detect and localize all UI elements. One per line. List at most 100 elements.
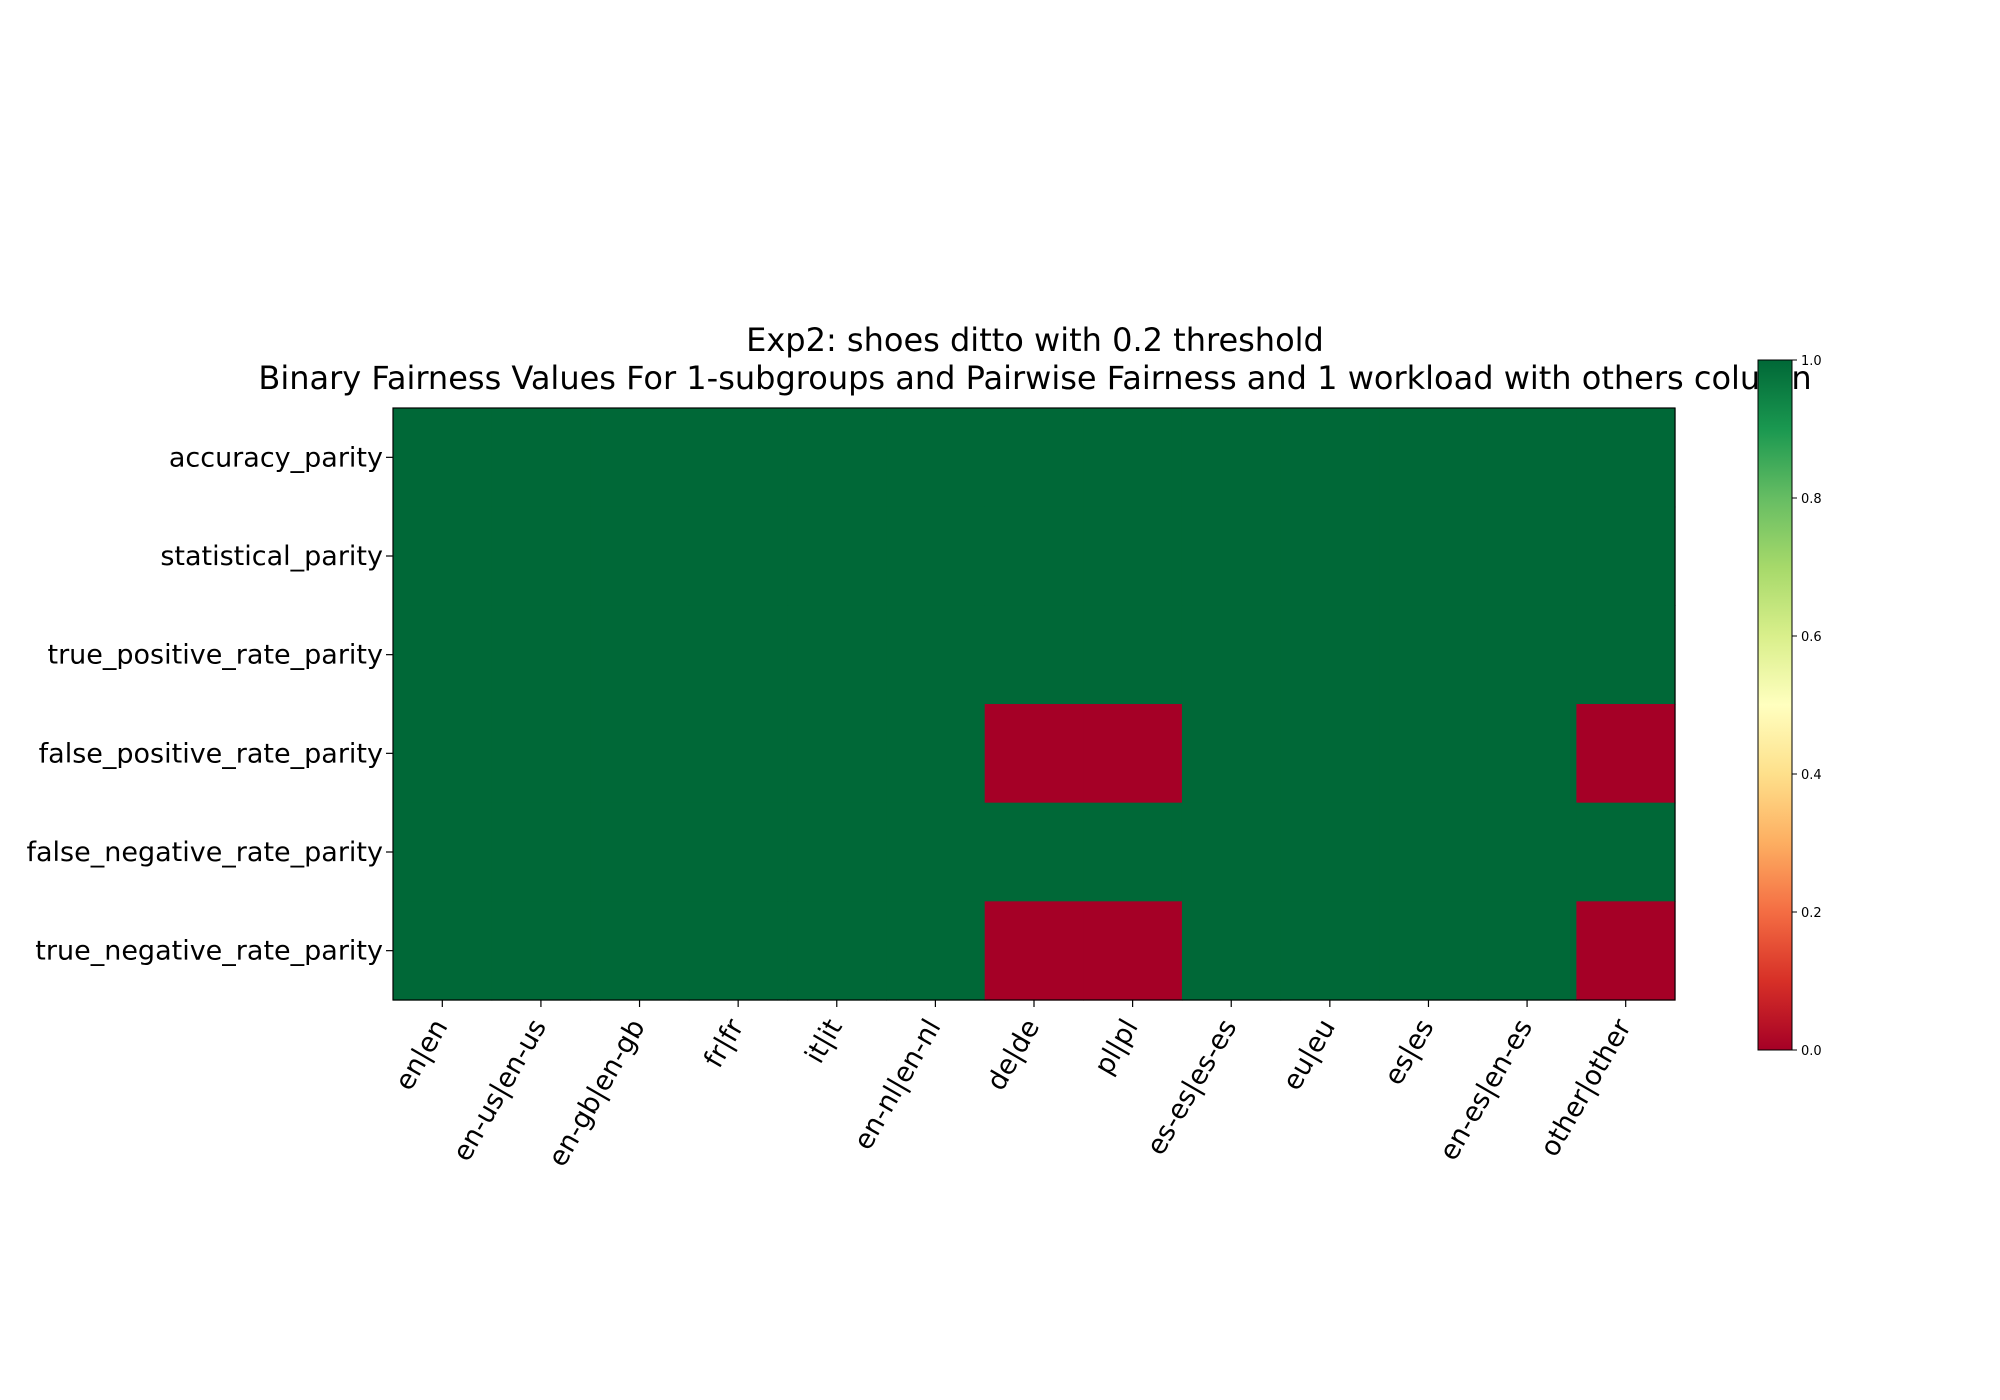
- heatmap-cell: [688, 901, 789, 1001]
- heatmap-cell: [590, 802, 690, 902]
- heatmap-cell: [1379, 408, 1479, 508]
- heatmap-cell: [1576, 704, 1676, 804]
- heatmap-cell: [886, 605, 986, 705]
- heatmap-cell: [590, 506, 690, 606]
- x-tick-label: en-gb|en-gb: [542, 1014, 651, 1172]
- row-labels: accuracy_parity statistical_parity true_po…: [26, 442, 393, 967]
- x-tick-label: de|de: [981, 1014, 1046, 1096]
- heatmap-cell: [1083, 605, 1183, 705]
- heatmap-cell: [1477, 408, 1577, 508]
- heatmap-cell: [1576, 506, 1676, 606]
- heatmap-cell: [1280, 704, 1380, 804]
- x-tick-label: en-us|en-us: [447, 1014, 553, 1167]
- x-tick-label: es-es|es-es: [1141, 1014, 1243, 1161]
- x-tick-label: en-es|en-es: [1434, 1014, 1540, 1166]
- heatmap-cell: [1576, 408, 1676, 508]
- colorbar: 0.0 0.2 0.4 0.6 0.8 1.0: [1757, 354, 1822, 1059]
- x-tick-label: fr|fr: [698, 1013, 750, 1073]
- heatmap-cell: [1181, 506, 1282, 606]
- heatmap-cell: [886, 704, 986, 804]
- heatmap-cell: [1181, 704, 1282, 804]
- heatmap-cell: [393, 408, 493, 508]
- chart-title: Exp2: shoes ditto with 0.2 threshold: [746, 321, 1324, 359]
- heatmap-cell: [1280, 408, 1380, 508]
- colorbar-tick-label: 0.6: [1801, 630, 1822, 645]
- heatmap-cell: [590, 605, 690, 705]
- heatmap-cell: [1083, 704, 1183, 804]
- heatmap-cell: [491, 605, 591, 705]
- heatmap-cell: [1477, 704, 1577, 804]
- heatmap-cell: [491, 802, 591, 902]
- heatmap-cell: [984, 408, 1084, 508]
- y-tick-label: statistical_parity: [160, 541, 383, 572]
- heatmap-cell: [984, 704, 1084, 804]
- heatmap-cell: [1181, 605, 1282, 705]
- x-tick-label: other|other: [1534, 1013, 1638, 1162]
- heatmap-cell: [886, 802, 986, 902]
- heatmap-cell: [886, 506, 986, 606]
- heatmap-cell: [590, 901, 690, 1001]
- colorbar-tick-label: 0.0: [1801, 1044, 1822, 1059]
- heatmap-cell: [1181, 408, 1282, 508]
- y-tick-label: true_negative_rate_parity: [35, 936, 383, 967]
- heatmap-cell: [688, 605, 789, 705]
- heatmap-cell: [984, 605, 1084, 705]
- heatmap-cell: [984, 506, 1084, 606]
- colorbar-tick-label: 0.4: [1801, 768, 1822, 783]
- heatmap-cell: [1379, 901, 1479, 1001]
- heatmap-cell: [393, 901, 493, 1001]
- heatmap-cell: [1477, 605, 1577, 705]
- heatmap-cell: [1083, 802, 1183, 902]
- x-tick-label: pl|pl: [1089, 1014, 1145, 1080]
- y-tick-label: false_positive_rate_parity: [39, 738, 383, 769]
- heatmap-cell: [1181, 901, 1282, 1001]
- heatmap-cell: [1379, 506, 1479, 606]
- heatmap-cell: [688, 802, 789, 902]
- heatmap-cell: [1280, 901, 1380, 1001]
- heatmap-cell: [787, 605, 887, 705]
- heatmap-cell: [590, 704, 690, 804]
- heatmap-cell: [688, 506, 789, 606]
- heatmap-cells: [393, 408, 1676, 1001]
- colorbar-tick-label: 1.0: [1801, 354, 1822, 369]
- y-tick-label: true_positive_rate_parity: [47, 640, 383, 671]
- x-tick-label: en|en: [389, 1014, 454, 1096]
- heatmap-cell: [491, 408, 591, 508]
- heatmap-cell: [787, 506, 887, 606]
- colorbar-tick-label: 0.2: [1801, 906, 1822, 921]
- heatmap-cell: [1379, 704, 1479, 804]
- heatmap-cell: [393, 605, 493, 705]
- heatmap-cell: [1280, 605, 1380, 705]
- x-tick-label: eu|eu: [1277, 1014, 1342, 1096]
- heatmap-cell: [1280, 506, 1380, 606]
- heatmap-cell: [1379, 802, 1479, 902]
- heatmap-cell: [1280, 802, 1380, 902]
- heatmap-cell: [1477, 901, 1577, 1001]
- heatmap-cell: [787, 704, 887, 804]
- heatmap-cell: [688, 704, 789, 804]
- heatmap-cell: [393, 802, 493, 902]
- heatmap-cell: [886, 408, 986, 508]
- heatmap-cell: [491, 506, 591, 606]
- heatmap-cell: [984, 901, 1084, 1001]
- chart-subtitle: Binary Fairness Values For 1-subgroups a…: [258, 359, 1811, 397]
- heatmap-cell: [1576, 901, 1676, 1001]
- colorbar-gradient: [1757, 359, 1793, 1051]
- heatmap-cell: [1477, 506, 1577, 606]
- heatmap-cell: [886, 901, 986, 1001]
- heatmap-cell: [1477, 802, 1577, 902]
- heatmap-cell: [1576, 802, 1676, 902]
- heatmap-cell: [1083, 901, 1183, 1001]
- heatmap-cell: [1083, 506, 1183, 606]
- heatmap-cell: [590, 408, 690, 508]
- heatmap-cell: [1576, 605, 1676, 705]
- colorbar-ticks: 0.0 0.2 0.4 0.6 0.8 1.0: [1792, 354, 1822, 1059]
- heatmap-cell: [787, 802, 887, 902]
- heatmap-cell: [1379, 605, 1479, 705]
- heatmap-cell: [688, 408, 789, 508]
- heatmap-cell: [787, 901, 887, 1001]
- x-tick-label: en-nl|en-nl: [848, 1014, 947, 1155]
- heatmap-cell: [491, 901, 591, 1001]
